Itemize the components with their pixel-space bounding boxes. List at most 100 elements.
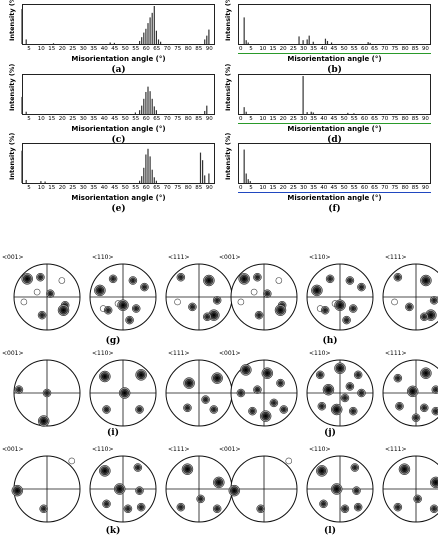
histogram-bar bbox=[206, 105, 208, 114]
histogram-bar bbox=[330, 42, 333, 44]
pole-contour bbox=[340, 393, 350, 403]
histogram-xlabel: Misorientation angle (°) bbox=[287, 194, 382, 202]
pole-contour bbox=[319, 499, 328, 509]
pole-figure-label: <001> bbox=[219, 350, 241, 357]
pole-contour bbox=[176, 502, 186, 512]
pole-contour bbox=[99, 465, 111, 477]
histogram-bar bbox=[312, 112, 314, 114]
pole-figure-circle-svg bbox=[230, 263, 298, 331]
histogram-xtick-label: 25 bbox=[69, 185, 77, 191]
pole-contour bbox=[405, 302, 414, 312]
histogram-caption: (e) bbox=[111, 204, 126, 214]
histogram-xtick-label: 45 bbox=[330, 46, 338, 52]
histogram-xtick-label: 35 bbox=[90, 185, 98, 191]
histogram-xtick-label: 65 bbox=[153, 185, 161, 191]
histogram-xtick-label: 80 bbox=[184, 46, 192, 52]
histogram-plot-area bbox=[22, 143, 215, 184]
histogram-xtick-label: 80 bbox=[401, 46, 409, 52]
pole-contour bbox=[275, 277, 283, 284]
histogram-xtick-label: 60 bbox=[360, 116, 368, 122]
pole-contour bbox=[238, 273, 250, 285]
histogram-xtick-label: 40 bbox=[100, 185, 108, 191]
histogram-xtick-label: 75 bbox=[391, 185, 399, 191]
histogram-plot-area bbox=[22, 4, 215, 45]
pole-contour bbox=[136, 502, 146, 512]
pole-contour bbox=[108, 274, 118, 284]
pole-contour bbox=[420, 367, 432, 379]
histogram-caption: (f) bbox=[328, 204, 341, 214]
histogram-xtick-label: 25 bbox=[289, 116, 297, 122]
pole-contour bbox=[317, 401, 327, 411]
histogram-bars-svg bbox=[21, 148, 210, 183]
pole-figure-caption: (j) bbox=[324, 428, 336, 438]
pole-contour bbox=[311, 284, 323, 297]
pole-figure-circle-svg bbox=[306, 455, 374, 523]
pole-contour bbox=[58, 277, 66, 284]
pole-figure-caption: (h) bbox=[322, 336, 338, 346]
pole-contour bbox=[37, 415, 50, 427]
histogram-bar bbox=[143, 98, 145, 114]
histogram-xtick-label: 45 bbox=[330, 185, 338, 191]
pole-contour bbox=[240, 364, 252, 376]
pole-contour bbox=[211, 372, 223, 384]
pole-figure-label: <110> bbox=[92, 350, 114, 357]
pole-figure-circle-svg bbox=[165, 263, 233, 331]
pole-contour bbox=[330, 403, 343, 416]
histogram-xtick-label: 70 bbox=[381, 185, 389, 191]
histogram-xtick-label: 25 bbox=[289, 46, 297, 52]
histogram-bar bbox=[302, 40, 304, 44]
pole-contour bbox=[36, 272, 45, 282]
pole-contour bbox=[274, 304, 287, 316]
histogram-bar bbox=[326, 40, 329, 44]
pole-contour bbox=[406, 385, 419, 398]
pole-contour bbox=[176, 272, 186, 282]
histogram-bar bbox=[52, 43, 55, 44]
histogram-xtick-label: 75 bbox=[174, 116, 182, 122]
histogram-axis-underline bbox=[238, 123, 431, 124]
pole-contour bbox=[228, 484, 241, 497]
histogram-caption: (c) bbox=[111, 135, 126, 145]
histogram-bar bbox=[153, 177, 155, 183]
pole-figure-label: <111> bbox=[168, 446, 190, 453]
pole-figure-circle-svg bbox=[230, 359, 298, 427]
pole-contour bbox=[350, 463, 360, 472]
histogram-bar bbox=[141, 37, 143, 44]
pole-figure-label: <111> bbox=[385, 446, 407, 453]
histogram-bars-svg bbox=[21, 6, 210, 44]
histogram-bar bbox=[324, 38, 327, 44]
histogram-caption: (d) bbox=[327, 135, 342, 145]
pole-figure-circle-svg bbox=[89, 455, 157, 523]
histogram-bar bbox=[151, 98, 153, 114]
histogram-xtick-label: 5 bbox=[249, 116, 253, 122]
pole-contour bbox=[99, 370, 111, 383]
pole-contour bbox=[334, 362, 346, 374]
histogram-bar bbox=[160, 41, 162, 44]
histogram-bar bbox=[149, 156, 151, 183]
histogram-bar bbox=[21, 96, 23, 114]
histogram-bar bbox=[245, 111, 247, 114]
histogram-bar bbox=[243, 17, 245, 44]
histogram-bar bbox=[147, 148, 149, 183]
histogram-plot-area bbox=[238, 74, 431, 115]
histogram-bars-svg bbox=[243, 149, 251, 183]
histogram-xtick-label: 10 bbox=[259, 185, 267, 191]
pole-contour bbox=[248, 406, 257, 416]
pole-figure-label: <111> bbox=[385, 350, 407, 357]
pole-contour bbox=[68, 457, 76, 465]
pole-contour bbox=[33, 288, 41, 296]
pole-figure-circle-svg bbox=[228, 455, 298, 523]
pole-figure-label: <111> bbox=[385, 254, 407, 261]
pole-contour bbox=[340, 504, 350, 514]
histogram-bar bbox=[143, 32, 145, 44]
histogram-xtick-label: 70 bbox=[163, 46, 171, 52]
pole-figure-circle-svg bbox=[89, 359, 157, 427]
histogram-xtick-label: 50 bbox=[121, 46, 129, 52]
pole-contour bbox=[276, 378, 285, 388]
histogram-bar bbox=[153, 6, 155, 44]
histogram-xtick-label: 65 bbox=[371, 185, 379, 191]
pole-figure-circle-svg bbox=[382, 263, 438, 331]
histogram-xtick-label: 90 bbox=[205, 185, 213, 191]
pole-contour bbox=[393, 373, 403, 383]
pole-figure-circle-svg bbox=[13, 359, 81, 427]
histogram-xtick-label: 35 bbox=[310, 185, 318, 191]
